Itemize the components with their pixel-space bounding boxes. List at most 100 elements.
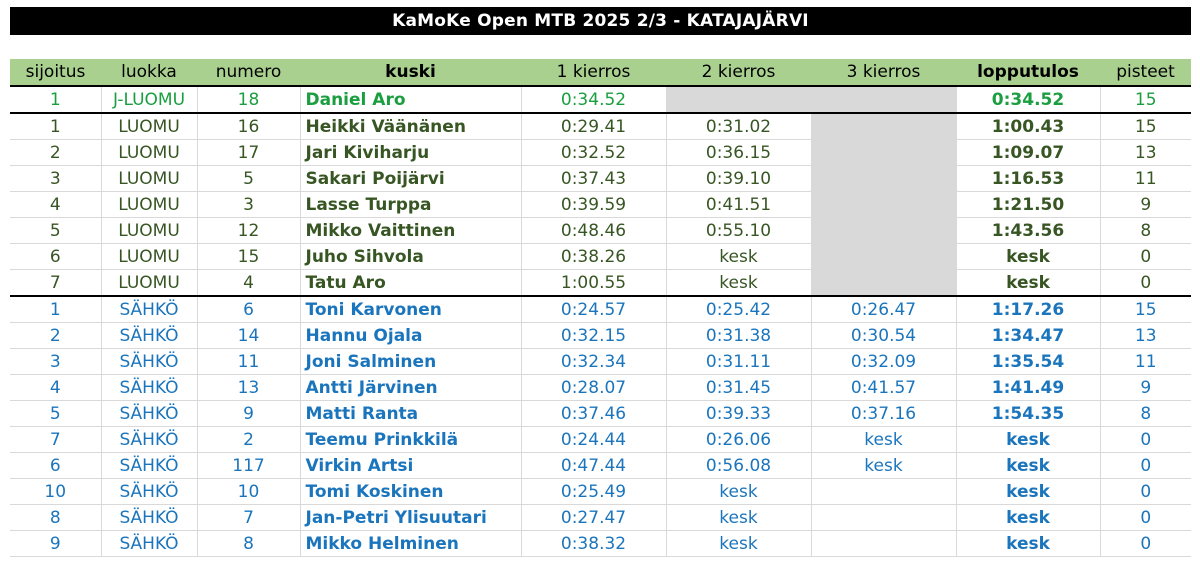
cell-luokka: SÄHKÖ	[100, 504, 197, 531]
cell-kuski: Tatu Aro	[299, 269, 521, 297]
cell-numero: 17	[196, 139, 300, 166]
cell-luokka: LUOMU	[100, 165, 197, 192]
cell-numero: 6	[196, 295, 300, 323]
cell-kuski: Heikki Väänänen	[299, 112, 521, 140]
header-row: sijoitus luokka numero kuski 1 kierros 2…	[10, 59, 1191, 87]
cell-kierros-1: 0:32.52	[520, 139, 666, 166]
table-row: 7 SÄHKÖ 2 Teemu Prinkkilä 0:24.44 0:26.06 kesk…	[10, 426, 1191, 453]
cell-kierros-2: kesk	[665, 243, 811, 270]
cell-kuski: Antti Järvinen	[299, 374, 521, 401]
cell-kuski: Hannu Ojala	[299, 322, 521, 349]
cell-sijoitus: 1	[10, 85, 101, 114]
table-row: 4 LUOMU 3 Lasse Turppa 0:39.59 0:41.51 1:21.50…	[10, 191, 1191, 218]
cell-kierros-1: 0:27.47	[520, 504, 666, 531]
table-row: 7 LUOMU 4 Tatu Aro 1:00.55 kesk kesk 0	[10, 269, 1191, 297]
cell-kierros-3	[810, 530, 956, 557]
cell-lopputulos: kesk	[955, 426, 1100, 453]
table-row: 10 SÄHKÖ 10 Tomi Koskinen 0:25.49 kesk kesk 0	[10, 478, 1191, 505]
cell-kierros-3: 0:26.47	[810, 295, 956, 323]
cell-numero: 5	[196, 165, 300, 192]
cell-numero: 117	[196, 452, 300, 479]
cell-kierros-2: 0:39.33	[665, 400, 811, 427]
cell-kierros-2: 0:56.08	[665, 452, 811, 479]
cell-sijoitus: 7	[10, 426, 101, 453]
cell-kierros-3	[810, 85, 956, 114]
cell-pisteet: 8	[1099, 217, 1191, 244]
results-table: sijoitus luokka numero kuski 1 kierros 2…	[10, 59, 1191, 557]
cell-sijoitus: 5	[10, 400, 101, 427]
table-row: 1 LUOMU 16 Heikki Väänänen 0:29.41 0:31.02 1:0…	[10, 112, 1191, 140]
cell-kierros-2: 0:36.15	[665, 139, 811, 166]
cell-luokka: J-LUOMU	[100, 85, 197, 114]
cell-kierros-2: 0:26.06	[665, 426, 811, 453]
cell-sijoitus: 6	[10, 243, 101, 270]
header-kierros-3: 3 kierros	[811, 59, 956, 87]
cell-kuski: Virkin Artsi	[299, 452, 521, 479]
cell-pisteet: 9	[1099, 374, 1191, 401]
cell-kierros-3: 0:30.54	[810, 322, 956, 349]
cell-numero: 11	[196, 348, 300, 375]
cell-kierros-1: 0:37.43	[520, 165, 666, 192]
cell-lopputulos: 0:34.52	[955, 85, 1100, 114]
cell-kierros-1: 0:47.44	[520, 452, 666, 479]
header-pisteet: pisteet	[1100, 59, 1191, 87]
cell-lopputulos: 1:00.43	[955, 112, 1100, 140]
cell-kierros-1: 0:34.52	[520, 85, 666, 114]
cell-kierros-1: 1:00.55	[520, 269, 666, 297]
cell-numero: 7	[196, 504, 300, 531]
cell-numero: 16	[196, 112, 300, 140]
cell-pisteet: 11	[1099, 348, 1191, 375]
cell-sijoitus: 2	[10, 322, 101, 349]
cell-luokka: LUOMU	[100, 217, 197, 244]
cell-pisteet: 11	[1099, 165, 1191, 192]
cell-luokka: SÄHKÖ	[100, 348, 197, 375]
cell-kierros-1: 0:24.57	[520, 295, 666, 323]
cell-pisteet: 0	[1099, 478, 1191, 505]
cell-kierros-1: 0:24.44	[520, 426, 666, 453]
cell-lopputulos: kesk	[955, 530, 1100, 557]
table-row: 4 SÄHKÖ 13 Antti Järvinen 0:28.07 0:31.45 0:41…	[10, 374, 1191, 401]
cell-kierros-2: kesk	[665, 504, 811, 531]
table-row: 2 LUOMU 17 Jari Kiviharju 0:32.52 0:36.15 1:09…	[10, 139, 1191, 166]
cell-kierros-3	[810, 478, 956, 505]
header-luokka: luokka	[101, 59, 197, 87]
cell-kierros-3	[810, 269, 956, 297]
page-title: KaMoKe Open MTB 2025 2/3 - KATAJAJÄRVI	[10, 7, 1191, 35]
cell-kierros-2: 0:55.10	[665, 217, 811, 244]
cell-kierros-3	[810, 139, 956, 166]
header-kuski: kuski	[300, 59, 521, 87]
cell-kierros-3	[810, 191, 956, 218]
cell-pisteet: 0	[1099, 426, 1191, 453]
cell-kierros-1: 0:25.49	[520, 478, 666, 505]
cell-luokka: SÄHKÖ	[100, 322, 197, 349]
cell-kuski: Juho Sihvola	[299, 243, 521, 270]
cell-numero: 9	[196, 400, 300, 427]
cell-kuski: Jari Kiviharju	[299, 139, 521, 166]
cell-kierros-2: 0:39.10	[665, 165, 811, 192]
cell-pisteet: 15	[1099, 295, 1191, 323]
cell-lopputulos: 1:35.54	[955, 348, 1100, 375]
cell-sijoitus: 4	[10, 191, 101, 218]
cell-lopputulos: kesk	[955, 478, 1100, 505]
cell-kierros-3: kesk	[810, 452, 956, 479]
header-sijoitus: sijoitus	[10, 59, 101, 87]
cell-lopputulos: 1:41.49	[955, 374, 1100, 401]
cell-lopputulos: 1:16.53	[955, 165, 1100, 192]
cell-kierros-2: kesk	[665, 530, 811, 557]
cell-kierros-2: 0:25.42	[665, 295, 811, 323]
table-row: 5 LUOMU 12 Mikko Vaittinen 0:48.46 0:55.10 1:4…	[10, 217, 1191, 244]
cell-pisteet: 0	[1099, 269, 1191, 297]
header-numero: numero	[197, 59, 300, 87]
cell-kierros-1: 0:32.15	[520, 322, 666, 349]
cell-pisteet: 0	[1099, 452, 1191, 479]
cell-kierros-2: 0:41.51	[665, 191, 811, 218]
cell-kierros-1: 0:37.46	[520, 400, 666, 427]
cell-kuski: Matti Ranta	[299, 400, 521, 427]
cell-sijoitus: 6	[10, 452, 101, 479]
cell-kierros-3	[810, 165, 956, 192]
cell-kierros-3	[810, 112, 956, 140]
cell-kuski: Lasse Turppa	[299, 191, 521, 218]
cell-sijoitus: 3	[10, 348, 101, 375]
cell-luokka: LUOMU	[100, 112, 197, 140]
cell-kierros-2: kesk	[665, 269, 811, 297]
